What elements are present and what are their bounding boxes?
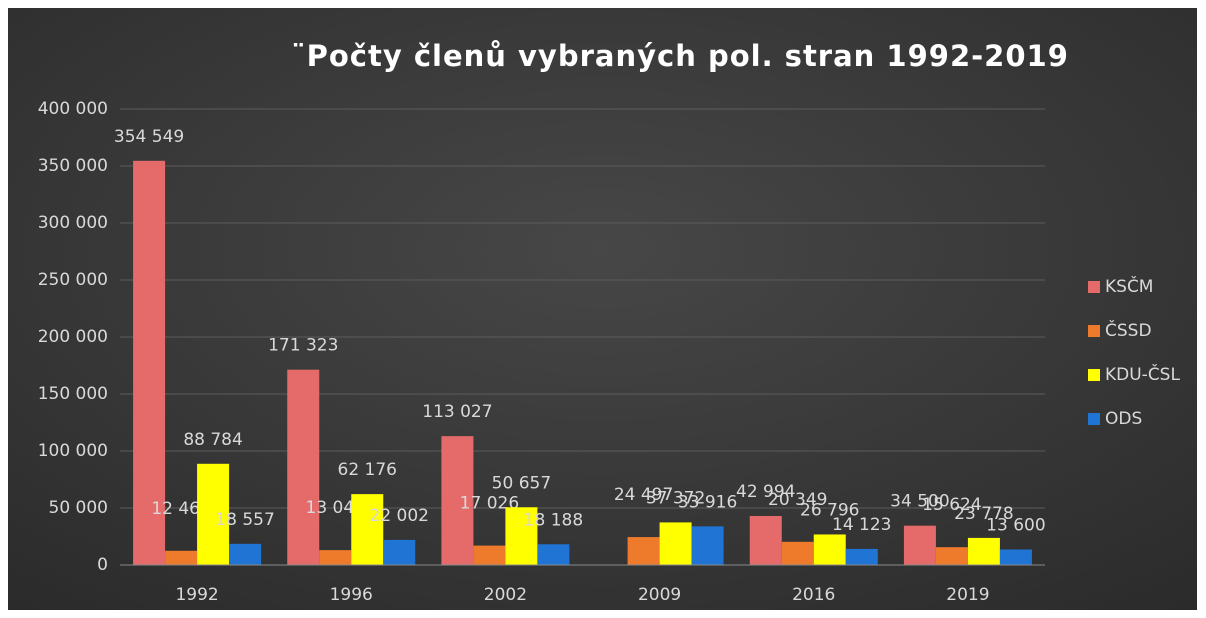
data-label: 12 468 — [151, 499, 210, 519]
data-label: 22 002 — [370, 506, 429, 526]
data-label: 33 916 — [678, 492, 737, 512]
data-label: 62 176 — [338, 460, 397, 480]
y-tick-label: 100 000 — [38, 441, 108, 461]
legend-swatch — [1088, 413, 1100, 425]
chart-title: ¨Počty členů vybraných pol. stran 1992-2… — [291, 39, 1069, 73]
data-label: 26 796 — [800, 500, 859, 520]
bar — [441, 436, 474, 565]
y-tick-label: 150 000 — [38, 384, 108, 404]
y-tick-label: 0 — [97, 555, 108, 575]
bar — [691, 526, 724, 565]
x-tick-label: 2009 — [638, 585, 681, 605]
bar — [659, 522, 692, 565]
data-label: 88 784 — [183, 430, 242, 450]
bar — [197, 463, 230, 565]
data-label: 23 778 — [954, 504, 1013, 524]
data-label: 42 994 — [736, 482, 795, 502]
data-label: 113 027 — [422, 402, 492, 422]
x-tick-label: 2002 — [484, 585, 527, 605]
bar — [903, 525, 936, 565]
bar — [537, 544, 570, 565]
data-label: 13 043 — [306, 498, 365, 518]
legend-swatch — [1088, 369, 1100, 381]
data-label: 18 188 — [524, 510, 583, 530]
data-label: 354 549 — [114, 127, 184, 147]
x-tick-label: 1996 — [330, 585, 373, 605]
x-tick-label: 1992 — [175, 585, 218, 605]
bar — [749, 515, 782, 565]
y-tick-label: 400 000 — [38, 99, 108, 119]
data-label: 17 026 — [460, 494, 519, 514]
legend-label: ODS — [1105, 409, 1142, 429]
bar — [813, 534, 846, 565]
bar — [999, 549, 1032, 565]
data-label: 18 557 — [215, 510, 274, 530]
data-label: 13 600 — [986, 515, 1045, 535]
x-tick-label: 2019 — [946, 585, 989, 605]
bar — [845, 548, 878, 565]
bar — [505, 507, 538, 565]
y-tick-label: 300 000 — [38, 213, 108, 233]
data-label: 171 323 — [268, 336, 338, 356]
bar — [351, 494, 384, 565]
bar — [967, 537, 1000, 565]
data-label: 34 500 — [890, 492, 949, 512]
bar — [473, 545, 506, 565]
x-tick-label: 2016 — [792, 585, 835, 605]
bar — [383, 539, 416, 565]
data-label: 20 349 — [768, 490, 827, 510]
y-tick-label: 200 000 — [38, 327, 108, 347]
data-label: 50 657 — [492, 473, 551, 493]
bar — [781, 541, 814, 565]
bar — [627, 537, 660, 565]
y-tick-label: 350 000 — [38, 156, 108, 176]
legend-label: ČSSD — [1105, 319, 1152, 341]
legend-swatch — [1088, 281, 1100, 293]
legend-label: KDU-ČSL — [1105, 363, 1180, 385]
bar — [935, 547, 968, 565]
bar — [319, 550, 352, 565]
y-tick-label: 50 000 — [49, 498, 108, 518]
bar — [165, 550, 198, 565]
bar — [229, 543, 262, 565]
legend-label: KSČM — [1105, 275, 1153, 297]
data-label: 37 372 — [646, 488, 705, 508]
data-label: 14 123 — [832, 515, 891, 535]
y-tick-label: 250 000 — [38, 270, 108, 290]
data-label: 15 624 — [922, 495, 981, 515]
bar — [287, 369, 320, 565]
data-label: 24 497 — [614, 485, 673, 505]
bar — [133, 160, 166, 565]
legend-swatch — [1088, 325, 1100, 337]
